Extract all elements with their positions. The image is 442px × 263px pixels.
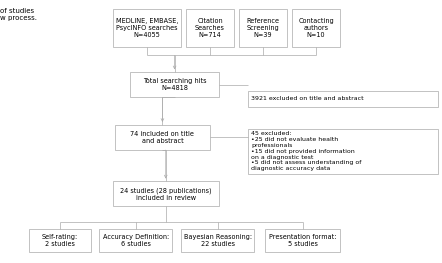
FancyBboxPatch shape: [29, 229, 91, 252]
FancyBboxPatch shape: [248, 91, 438, 107]
FancyBboxPatch shape: [248, 129, 438, 174]
Text: 24 studies (28 publications)
included in review: 24 studies (28 publications) included in…: [120, 187, 212, 201]
Text: 45 excluded:
•25 did not evaluate health
professionals
•15 did not provided info: 45 excluded: •25 did not evaluate health…: [251, 131, 362, 171]
FancyBboxPatch shape: [113, 9, 181, 47]
Text: Bayesian Reasoning:
22 studies: Bayesian Reasoning: 22 studies: [183, 234, 252, 247]
FancyBboxPatch shape: [113, 181, 219, 206]
Text: Accuracy Definition:
6 studies: Accuracy Definition: 6 studies: [103, 234, 169, 247]
Text: of studies
w process.: of studies w process.: [0, 8, 37, 21]
Text: Self-rating:
2 studies: Self-rating: 2 studies: [42, 234, 78, 247]
Text: Reference
Screening
N=39: Reference Screening N=39: [247, 18, 279, 38]
FancyBboxPatch shape: [115, 125, 210, 150]
FancyBboxPatch shape: [239, 9, 287, 47]
Text: Contacting
authors
N=10: Contacting authors N=10: [298, 18, 334, 38]
FancyBboxPatch shape: [292, 9, 340, 47]
Text: 3921 excluded on title and abstract: 3921 excluded on title and abstract: [251, 96, 364, 101]
FancyBboxPatch shape: [186, 9, 234, 47]
Text: Total searching hits
N=4818: Total searching hits N=4818: [143, 78, 206, 91]
FancyBboxPatch shape: [265, 229, 340, 252]
Text: Presentation format:
5 studies: Presentation format: 5 studies: [269, 234, 336, 247]
FancyBboxPatch shape: [130, 72, 219, 97]
Text: MEDLINE, EMBASE,
PsycINFO searches
N=4055: MEDLINE, EMBASE, PsycINFO searches N=405…: [116, 18, 178, 38]
Text: Citation
Searches
N=714: Citation Searches N=714: [195, 18, 225, 38]
FancyBboxPatch shape: [99, 229, 172, 252]
FancyBboxPatch shape: [181, 229, 254, 252]
Text: 74 included on title
and abstract: 74 included on title and abstract: [130, 131, 194, 144]
